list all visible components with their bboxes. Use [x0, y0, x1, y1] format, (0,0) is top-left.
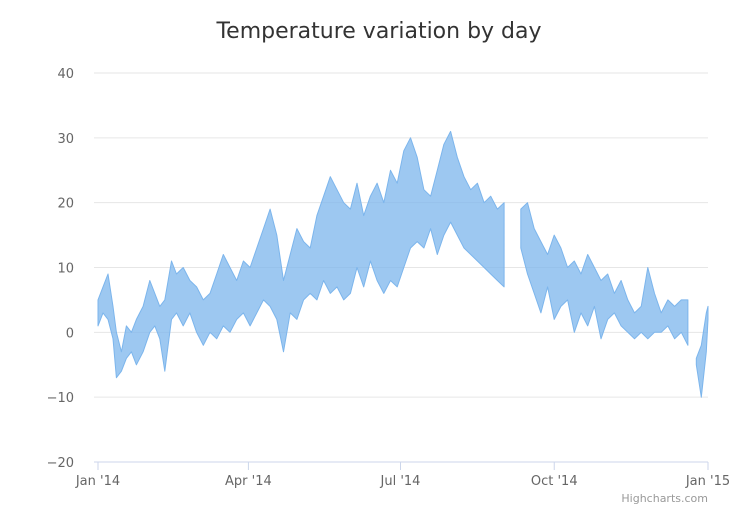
y-tick-label: 10 — [57, 262, 74, 277]
temperature-range-area[interactable] — [97, 130, 505, 379]
temperature-range-area[interactable] — [695, 305, 709, 398]
y-tick-label: 30 — [57, 132, 74, 147]
y-tick-label: −10 — [47, 391, 74, 406]
chart-title: Temperature variation by day — [215, 19, 541, 44]
x-tick-label: Apr '14 — [225, 474, 272, 489]
y-tick-label: 20 — [57, 197, 74, 212]
y-tick-label: 0 — [66, 326, 74, 341]
credits-link[interactable]: Highcharts.com — [621, 492, 708, 505]
temperature-range-area[interactable] — [520, 202, 689, 346]
x-tick-label: Jul '14 — [380, 474, 421, 489]
x-tick-label: Jan '14 — [75, 474, 120, 489]
x-tick-label: Jan '15 — [685, 474, 730, 489]
y-tick-label: −20 — [47, 456, 74, 471]
x-tick-label: Oct '14 — [531, 474, 578, 489]
y-tick-label: 40 — [57, 67, 74, 82]
series-area — [97, 130, 709, 398]
